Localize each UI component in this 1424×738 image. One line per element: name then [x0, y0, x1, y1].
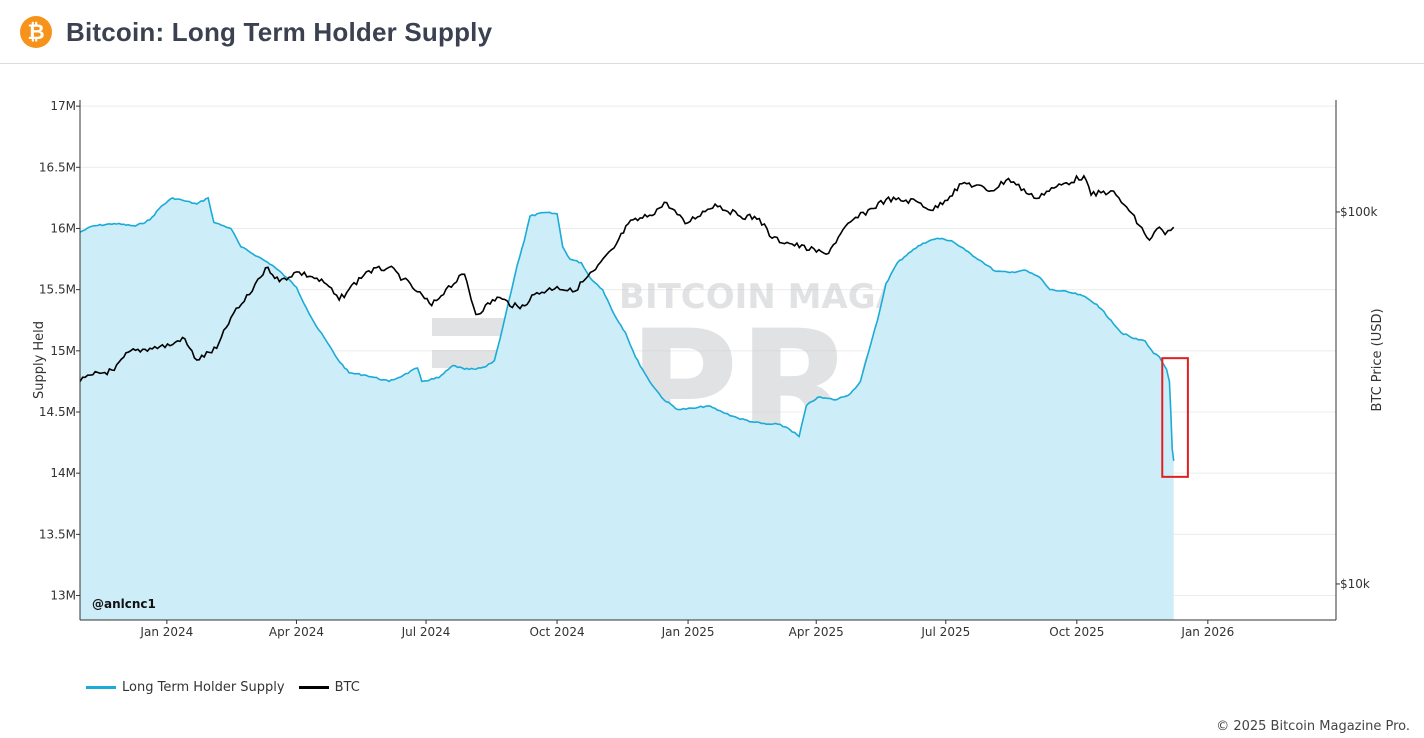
annotation-handle: @anlcnc1: [92, 597, 156, 611]
highlight-box: [1161, 357, 1189, 478]
y-tick-label-left: 16.5M: [39, 160, 76, 174]
x-tick-label: Jan 2025: [661, 625, 715, 639]
y-tick-label-left: 14.5M: [39, 405, 76, 419]
y-tick-label-left: 13M: [50, 589, 76, 603]
y-tick-label-right: $100k: [1340, 205, 1378, 219]
ltd-line: [79, 196, 1175, 461]
page-title: Bitcoin: Long Term Holder Supply: [66, 17, 493, 47]
x-tick-label: Oct 2024: [529, 625, 584, 639]
y-axis-right-label: BTC Price (USD): [1370, 308, 1385, 411]
x-tick-label: Apr 2025: [789, 625, 844, 639]
y-tick-label-left: 14M: [50, 466, 76, 480]
x-tick-label: Jul 2024: [401, 625, 451, 639]
ltd-area: [80, 197, 1174, 620]
y-tick-label-left: 13.5M: [39, 527, 76, 541]
y-tick-label-left: 16M: [50, 221, 76, 235]
legend-label-ltd: Long Term Holder Supply: [122, 680, 285, 695]
legend-item-ltd[interactable]: Long Term Holder Supply: [86, 680, 285, 695]
legend-swatch-ltd: [86, 686, 116, 689]
x-tick-label: Apr 2024: [269, 625, 324, 639]
y-tick-label-left: 15M: [50, 344, 76, 358]
y-tick-label-left: 15.5M: [39, 283, 76, 297]
page-header: ₿ Bitcoin: Long Term Holder Supply: [0, 0, 1424, 64]
x-tick-label: Jul 2025: [920, 625, 970, 639]
legend-swatch-btc: [298, 686, 329, 689]
axes: 13M 13.5M 14M 14.5M 15M 15.5M 16M 16.5M 17M $10k $…: [39, 99, 1378, 639]
copyright: © 2025 Bitcoin Magazine Pro.: [1216, 719, 1410, 734]
x-tick-label: Oct 2025: [1049, 625, 1104, 639]
btc-line: [79, 174, 1175, 383]
legend-label-btc: BTC: [334, 680, 360, 695]
y-axis-left-label: Supply Held: [32, 321, 47, 399]
x-tick-label: Jan 2026: [1180, 625, 1234, 639]
y-tick-label-right: $10k: [1340, 577, 1370, 591]
legend: Long Term Holder Supply BTC: [86, 680, 374, 695]
legend-item-btc[interactable]: BTC: [298, 680, 360, 695]
bitcoin-logo-icon: ₿: [20, 16, 52, 48]
x-tick-label: Jan 2024: [139, 625, 193, 639]
y-tick-label-left: 17M: [50, 99, 76, 113]
